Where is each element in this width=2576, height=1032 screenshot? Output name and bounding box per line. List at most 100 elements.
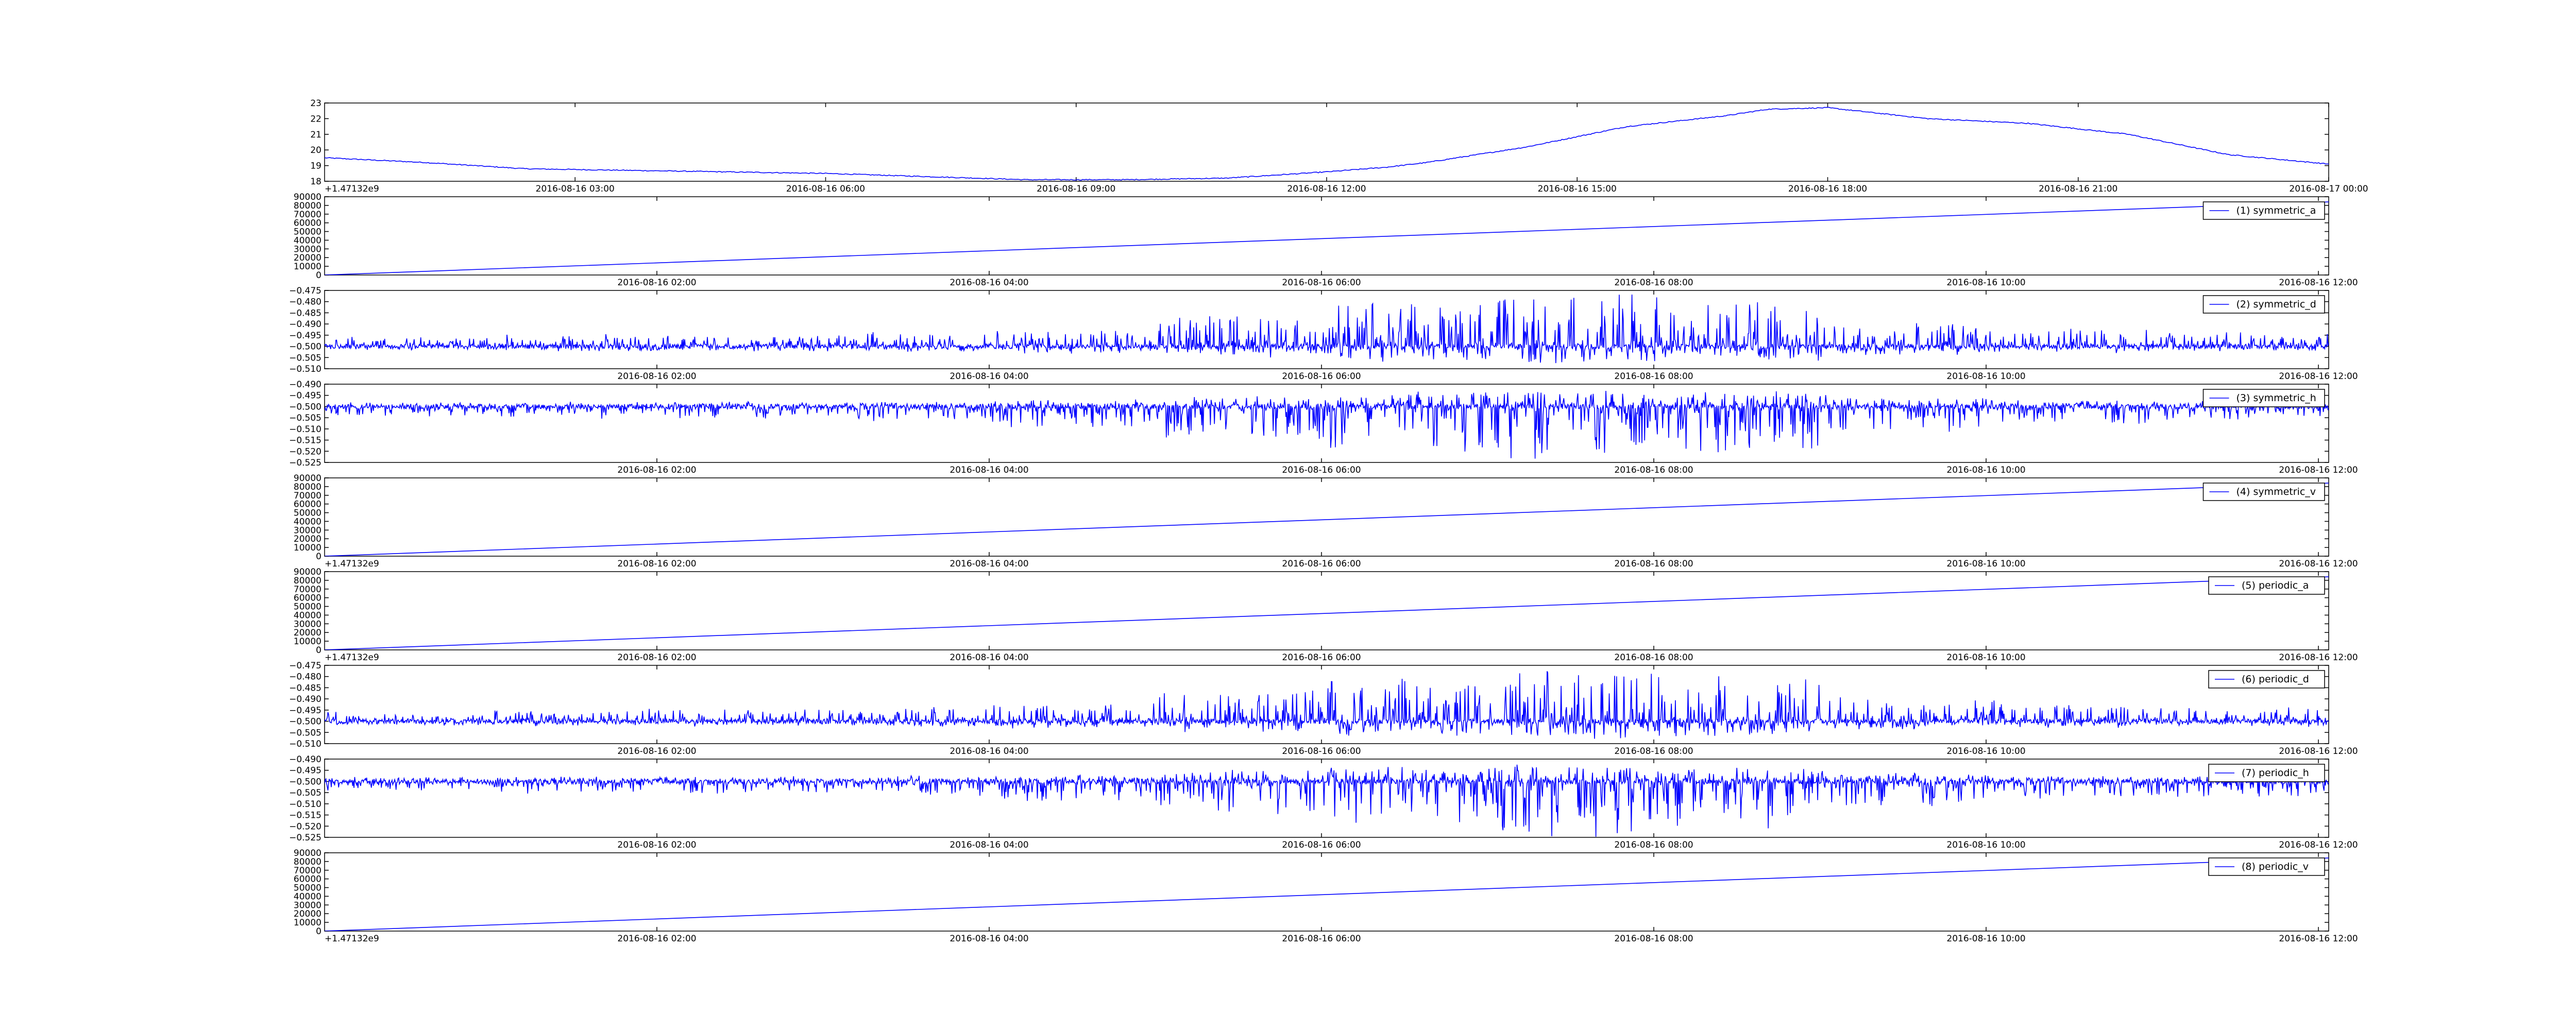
y-tick-label: 70000 <box>294 210 321 220</box>
x-tick-label: 2016-08-16 08:00 <box>1614 371 1693 382</box>
y-tick-label: 90000 <box>294 848 321 858</box>
y-tick-label: 10000 <box>294 543 321 553</box>
y-tick-label: −0.485 <box>289 683 321 693</box>
y-tick-label: −0.500 <box>289 342 321 352</box>
y-tick-label: 10000 <box>294 918 321 928</box>
legend-label: (8) periodic_v <box>2242 861 2309 872</box>
x-tick-label: 2016-08-16 12:00 <box>2279 840 2358 850</box>
x-tick-label: 2016-08-16 12:00 <box>2279 746 2358 756</box>
y-tick-label: 80000 <box>294 857 321 867</box>
y-tick-label: 90000 <box>294 473 321 484</box>
y-tick-label: 20000 <box>294 534 321 544</box>
y-tick-label: −0.480 <box>289 297 321 307</box>
plot-frame <box>324 384 2329 463</box>
x-tick-label: 2016-08-16 02:00 <box>617 746 696 756</box>
series-line <box>325 294 2329 364</box>
y-tick-label: 50000 <box>294 602 321 612</box>
y-tick-label: 60000 <box>294 874 321 885</box>
legend: (3) symmetric_h <box>2202 389 2325 407</box>
x-tick-label: 2016-08-16 18:00 <box>1788 184 1867 194</box>
y-tick-label: 18 <box>310 177 321 187</box>
plot-frame <box>324 102 2329 182</box>
y-tick-label: −0.505 <box>289 788 321 798</box>
series-line <box>325 483 2329 556</box>
x-tick-label: 2016-08-16 08:00 <box>1614 840 1693 850</box>
plot-frame <box>324 852 2329 932</box>
x-tick-label: 2016-08-16 04:00 <box>950 465 1028 475</box>
y-tick-label: 40000 <box>294 517 321 527</box>
y-tick-label: 30000 <box>294 619 321 629</box>
y-tick-label: −0.525 <box>289 458 321 468</box>
plot-frame <box>324 665 2329 744</box>
x-tick-label: 2016-08-16 04:00 <box>950 371 1028 382</box>
y-tick-label: 70000 <box>294 866 321 876</box>
x-tick-label: 2016-08-16 03:00 <box>536 184 615 194</box>
y-tick-label: 22 <box>310 114 321 124</box>
y-tick-label: −0.495 <box>289 391 321 401</box>
x-tick-label: 2016-08-16 10:00 <box>1946 652 2025 663</box>
y-tick-label: 21 <box>310 130 321 140</box>
x-tick-label: 2016-08-16 10:00 <box>1946 371 2025 382</box>
x-tick-label: 2016-08-16 02:00 <box>617 934 696 944</box>
x-tick-label: 2016-08-16 02:00 <box>617 278 696 288</box>
y-tick-label: −0.505 <box>289 413 321 423</box>
x-tick-label: 2016-08-16 04:00 <box>950 840 1028 850</box>
y-tick-label: 90000 <box>294 567 321 577</box>
y-tick-label: −0.505 <box>289 728 321 738</box>
legend: (7) periodic_h <box>2208 764 2325 782</box>
x-tick-label: 2016-08-16 06:00 <box>1282 371 1361 382</box>
x-tick-label: 2016-08-16 08:00 <box>1614 652 1693 663</box>
y-tick-label: −0.510 <box>289 739 321 749</box>
x-tick-label: 2016-08-16 02:00 <box>617 371 696 382</box>
legend-label: (4) symmetric_v <box>2236 486 2316 497</box>
x-tick-label: 2016-08-16 10:00 <box>1946 934 2025 944</box>
legend: (4) symmetric_v <box>2202 483 2325 501</box>
x-tick-label: 2016-08-16 12:00 <box>2279 934 2358 944</box>
x-tick-label: 2016-08-16 08:00 <box>1614 465 1693 475</box>
x-tick-label: 2016-08-16 12:00 <box>1287 184 1366 194</box>
x-tick-label: 2016-08-16 12:00 <box>2279 278 2358 288</box>
y-tick-label: 19 <box>310 161 321 171</box>
y-tick-label: −0.520 <box>289 446 321 457</box>
x-tick-label: 2016-08-16 02:00 <box>617 840 696 850</box>
x-tick-label: 2016-08-16 15:00 <box>1538 184 1617 194</box>
subplot-7: −0.510−0.505−0.500−0.495−0.490−0.485−0.4… <box>289 661 2358 756</box>
legend-label: (1) symmetric_a <box>2236 205 2316 216</box>
series-line <box>325 576 2329 650</box>
legend-label: (2) symmetric_d <box>2236 299 2316 310</box>
x-tick-label: 2016-08-16 06:00 <box>1282 652 1361 663</box>
y-tick-label: 70000 <box>294 584 321 595</box>
x-tick-label: 2016-08-16 10:00 <box>1946 465 2025 475</box>
subplot-4: −0.525−0.520−0.515−0.510−0.505−0.500−0.4… <box>289 380 2358 475</box>
legend-label: (7) periodic_h <box>2242 767 2309 779</box>
legend-label: (5) periodic_a <box>2242 580 2309 591</box>
y-tick-label: −0.515 <box>289 436 321 446</box>
y-tick-label: 80000 <box>294 576 321 586</box>
x-tick-label: 2016-08-17 00:00 <box>2289 184 2368 194</box>
subplot-5: 0100002000030000400005000060000700008000… <box>294 473 2358 569</box>
y-tick-label: −0.500 <box>289 402 321 412</box>
y-tick-label: −0.480 <box>289 672 321 682</box>
legend: (1) symmetric_a <box>2202 201 2325 220</box>
y-tick-label: −0.515 <box>289 811 321 821</box>
series-line <box>325 201 2329 275</box>
y-tick-label: −0.495 <box>289 331 321 341</box>
x-tick-label: 2016-08-16 04:00 <box>950 934 1028 944</box>
y-tick-label: 80000 <box>294 201 321 211</box>
plot-frame <box>324 759 2329 838</box>
x-tick-label: 2016-08-16 08:00 <box>1614 559 1693 569</box>
x-tick-label: 2016-08-16 10:00 <box>1946 278 2025 288</box>
y-tick-label: −0.510 <box>289 799 321 810</box>
subplot-6: 0100002000030000400005000060000700008000… <box>294 567 2358 663</box>
x-tick-label: 2016-08-16 08:00 <box>1614 278 1693 288</box>
series-line <box>325 107 2329 181</box>
y-tick-label: −0.525 <box>289 833 321 843</box>
x-offset-label: +1.47132e9 <box>325 184 379 194</box>
x-tick-label: 2016-08-16 06:00 <box>1282 465 1361 475</box>
y-tick-label: 50000 <box>294 227 321 237</box>
x-tick-label: 2016-08-16 06:00 <box>1282 559 1361 569</box>
x-tick-label: 2016-08-16 02:00 <box>617 559 696 569</box>
y-tick-label: 60000 <box>294 218 321 229</box>
x-tick-label: 2016-08-16 02:00 <box>617 652 696 663</box>
x-tick-label: 2016-08-16 09:00 <box>1037 184 1115 194</box>
